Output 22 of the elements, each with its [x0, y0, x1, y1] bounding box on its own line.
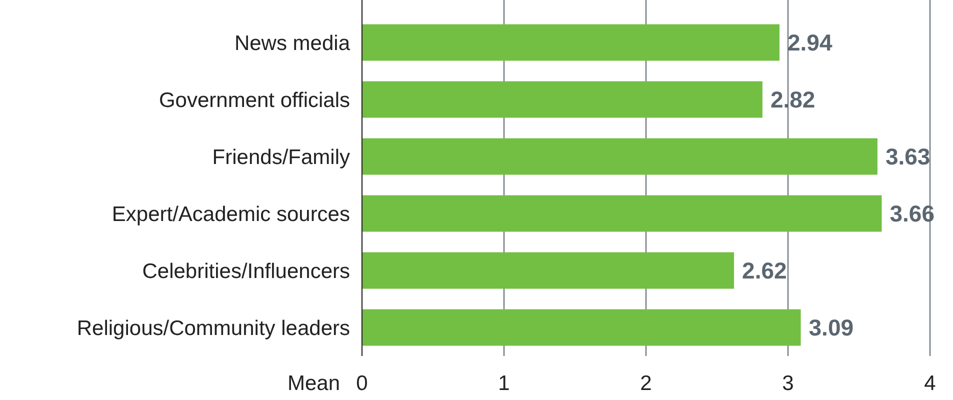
bar: [362, 309, 801, 346]
x-tick-label: 2: [640, 372, 652, 395]
y-tick-label: Government officials: [158, 88, 350, 112]
data-label: 2.62: [742, 258, 787, 284]
x-tick-label: 0: [356, 372, 368, 395]
data-label: 3.63: [885, 144, 930, 170]
data-label: 2.94: [787, 30, 832, 56]
y-tick-label: Celebrities/Influencers: [142, 260, 350, 283]
data-label: 3.09: [808, 314, 854, 341]
x-tick-label: 1: [498, 372, 510, 395]
x-axis-title: Mean: [287, 372, 340, 395]
y-tick-label: Friends/Family: [212, 146, 350, 169]
bar: [362, 195, 882, 232]
x-tick-label: 3: [782, 372, 794, 395]
y-tick-label: Religious/Community leaders: [76, 316, 350, 340]
y-tick-label: News media: [234, 32, 350, 55]
bar: [362, 252, 734, 289]
bar: [362, 138, 878, 175]
bar: [362, 24, 780, 61]
bar: [362, 81, 762, 118]
x-tick-label: 4: [924, 372, 936, 395]
y-tick-label: Expert/Academic sources: [112, 202, 350, 226]
